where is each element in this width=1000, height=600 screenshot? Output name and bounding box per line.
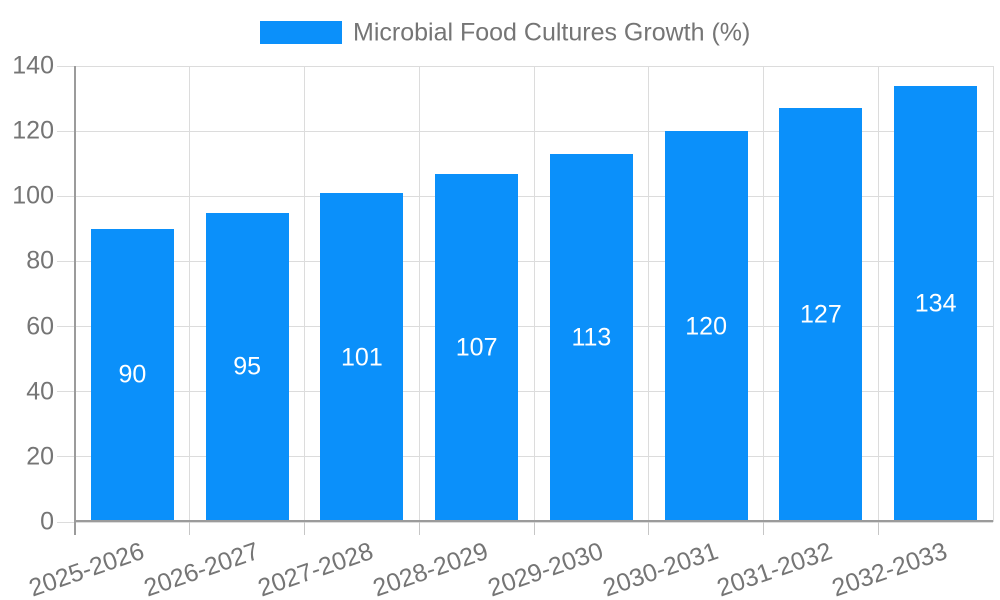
bar [549, 153, 633, 522]
legend-swatch [260, 21, 342, 44]
bar-value-label: 95 [233, 352, 262, 381]
x-axis-tick [418, 522, 420, 535]
x-axis-line [74, 520, 993, 522]
y-tick-label: 0 [40, 507, 54, 536]
x-axis-tick [877, 522, 879, 535]
y-tick-label: 40 [26, 377, 54, 406]
bar-value-label: 120 [685, 312, 727, 341]
y-tick-label: 80 [26, 246, 54, 275]
y-tick-label: 140 [12, 51, 54, 80]
bar-value-label: 101 [341, 343, 383, 371]
v-gridline [418, 66, 420, 522]
h-gridline [57, 195, 993, 197]
bar [435, 173, 519, 522]
h-gridline [57, 456, 993, 458]
x-tick-label: 2025-2026 [25, 537, 148, 600]
bar-value-label: 113 [571, 323, 612, 352]
bar [90, 228, 174, 522]
h-gridline [57, 260, 993, 262]
x-tick-label: 2029-2030 [484, 537, 607, 600]
bar-value-label: 107 [455, 333, 498, 362]
y-tick-label: 60 [26, 312, 54, 341]
legend-title: Microbial Food Cultures Growth (%) [353, 18, 751, 47]
v-gridline [189, 66, 191, 522]
bar-value-label: 127 [800, 300, 842, 329]
bar [894, 85, 978, 522]
v-gridline [648, 66, 650, 522]
bar [205, 212, 289, 522]
x-tick-label: 2031-2032 [713, 537, 836, 600]
v-gridline [992, 66, 994, 522]
v-gridline [304, 66, 305, 522]
x-tick-label: 2028-2029 [369, 537, 492, 600]
x-tick-label: 2027-2028 [254, 537, 377, 600]
h-gridline [57, 326, 993, 328]
x-axis-tick [533, 522, 535, 535]
v-gridline [533, 66, 535, 522]
plot-area: 0 20 40 60 80 100 120 140 2025-2026 2026-2027 202… [12, 52, 994, 600]
h-gridline [57, 521, 993, 523]
bar [320, 193, 404, 522]
x-tick-label: 2026-2027 [140, 537, 263, 600]
y-tick-label: 120 [12, 116, 54, 145]
x-axis-tick [648, 522, 650, 535]
bar-value-label: 90 [118, 360, 147, 389]
x-axis-tick [189, 522, 191, 535]
bar [664, 131, 748, 522]
y-axis-line [74, 66, 76, 535]
x-tick-label: 2032-2033 [828, 537, 951, 600]
h-gridline [57, 130, 993, 132]
y-tick-label: 20 [26, 442, 54, 471]
bar-value-label: 134 [914, 289, 957, 318]
x-axis-tick [304, 522, 305, 535]
h-gridline [57, 391, 993, 393]
x-axis-tick [763, 522, 764, 535]
legend: Microbial Food Cultures Growth (%) [0, 0, 1000, 56]
v-gridline [763, 66, 764, 522]
h-gridline [57, 65, 993, 67]
v-gridline [877, 66, 879, 522]
y-tick-label: 100 [12, 181, 54, 210]
x-tick-label: 2030-2031 [599, 537, 722, 600]
bar [779, 108, 863, 522]
